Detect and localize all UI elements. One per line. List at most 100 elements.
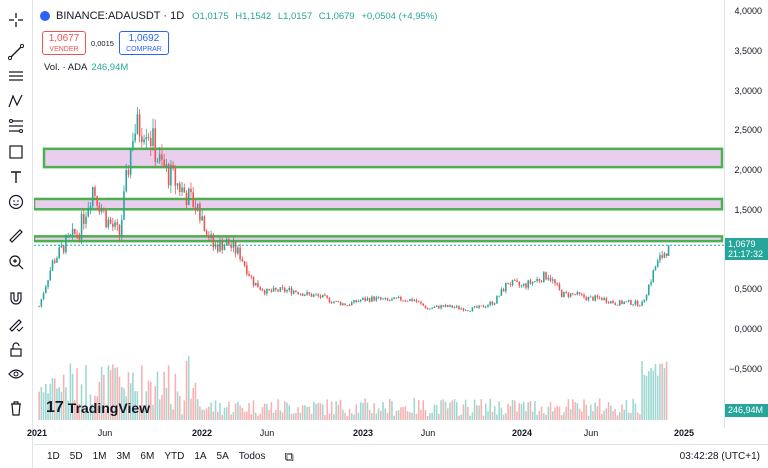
candle-body bbox=[576, 292, 579, 295]
candle-body bbox=[94, 187, 96, 196]
zoom-in-icon[interactable] bbox=[4, 250, 28, 274]
range-button-5d[interactable]: 5D bbox=[69, 451, 83, 462]
price-chart[interactable] bbox=[34, 0, 724, 428]
chart-canvas[interactable] bbox=[34, 0, 724, 428]
volume-bar bbox=[623, 409, 626, 420]
candle-body bbox=[216, 244, 219, 252]
candle-body bbox=[462, 308, 465, 311]
price-tick: 3,5000 bbox=[734, 45, 762, 56]
volume-bar bbox=[100, 366, 103, 420]
calendar-icon[interactable]: ⧉ bbox=[284, 448, 294, 464]
volume-bar bbox=[74, 399, 76, 420]
candle-body bbox=[228, 239, 230, 246]
candle-body bbox=[304, 294, 306, 296]
volume-bar bbox=[228, 401, 230, 420]
candle-body bbox=[248, 274, 250, 276]
crosshair-icon[interactable] bbox=[4, 8, 28, 32]
volume-bar bbox=[663, 368, 666, 420]
price-scale[interactable]: 4,00003,50003,00002,50002,00001,50001,00… bbox=[724, 0, 768, 428]
sell-button[interactable]: 1,0677 VENDER bbox=[42, 31, 86, 55]
volume-bar bbox=[268, 410, 270, 420]
lock-drawings-icon[interactable] bbox=[4, 312, 28, 336]
range-button-ytd[interactable]: YTD bbox=[164, 451, 185, 462]
volume-bar bbox=[120, 386, 123, 420]
range-button-5a[interactable]: 5A bbox=[216, 451, 229, 462]
volume-bar bbox=[330, 401, 333, 420]
range-button-1m[interactable]: 1M bbox=[92, 451, 107, 462]
fib-icon[interactable] bbox=[4, 114, 28, 138]
candle-body bbox=[156, 161, 159, 162]
candle-body bbox=[509, 284, 512, 286]
buy-button[interactable]: 1,0692 COMPRAR bbox=[118, 31, 169, 55]
volume-bar bbox=[377, 408, 380, 420]
pattern-icon[interactable] bbox=[4, 89, 28, 113]
ruler-icon[interactable] bbox=[4, 224, 28, 248]
volume-bar bbox=[275, 409, 277, 420]
candle-body bbox=[442, 305, 445, 307]
candle-body bbox=[143, 139, 145, 143]
candle-body bbox=[254, 282, 257, 286]
resistance-zone[interactable] bbox=[34, 197, 724, 211]
candle-body bbox=[174, 168, 177, 186]
candle-body bbox=[277, 289, 279, 292]
candle-body bbox=[467, 310, 469, 312]
volume-bar bbox=[185, 360, 188, 420]
volume-legend[interactable]: Vol. · ADA 246,94M bbox=[44, 62, 128, 73]
candle-body bbox=[554, 279, 556, 284]
candle-body bbox=[53, 260, 56, 263]
trend-line-icon[interactable] bbox=[4, 40, 28, 64]
volume-bar bbox=[239, 405, 241, 420]
horizontal-lines-icon[interactable] bbox=[4, 64, 28, 88]
volume-bar bbox=[116, 367, 119, 420]
text-icon[interactable] bbox=[4, 165, 28, 189]
range-button-todos[interactable]: Todos bbox=[238, 451, 266, 462]
candle-body bbox=[80, 214, 83, 240]
resistance-zone[interactable] bbox=[34, 235, 724, 243]
volume-bar bbox=[409, 412, 411, 420]
candle-body bbox=[563, 291, 565, 298]
resistance-zone[interactable] bbox=[42, 147, 724, 169]
eye-icon[interactable] bbox=[4, 362, 28, 386]
candle-body bbox=[482, 305, 485, 308]
candle-body bbox=[286, 290, 288, 292]
clock[interactable]: 03:42:28 (UTC+1) bbox=[679, 451, 760, 462]
volume-bar bbox=[149, 381, 152, 420]
candle-body bbox=[659, 255, 661, 261]
candle-body bbox=[648, 284, 650, 295]
candle-body bbox=[565, 291, 567, 293]
magnet-icon[interactable] bbox=[4, 286, 28, 310]
volume-bar bbox=[145, 391, 148, 420]
volume-bar bbox=[40, 386, 43, 420]
range-button-6m[interactable]: 6M bbox=[140, 451, 155, 462]
candle-body bbox=[103, 209, 105, 211]
range-button-1a[interactable]: 1A bbox=[194, 451, 207, 462]
candle-body bbox=[610, 301, 612, 304]
candle-body bbox=[603, 298, 605, 301]
candle-body bbox=[569, 293, 572, 297]
candle-body bbox=[98, 205, 101, 212]
volume-bar bbox=[67, 400, 69, 420]
candle-body bbox=[375, 297, 378, 301]
candle-body bbox=[123, 191, 125, 220]
time-tick: 2021 bbox=[26, 428, 48, 438]
range-button-3m[interactable]: 3M bbox=[116, 451, 131, 462]
volume-bar bbox=[420, 409, 422, 420]
volume-bar bbox=[82, 410, 85, 420]
volume-bar bbox=[444, 401, 447, 420]
trash-icon[interactable] bbox=[4, 396, 28, 420]
range-button-1d[interactable]: 1D bbox=[47, 451, 60, 462]
volume-bar bbox=[263, 403, 266, 420]
volume-bar bbox=[355, 404, 358, 420]
candle-body bbox=[163, 159, 165, 167]
rectangle-icon[interactable] bbox=[4, 140, 28, 164]
time-axis[interactable]: 2021 Jun 2022 Jun 2023 Jun 2024 Jun 2025 bbox=[27, 428, 724, 440]
lock-icon[interactable] bbox=[4, 338, 28, 362]
emoji-icon[interactable] bbox=[4, 190, 28, 214]
candle-body bbox=[199, 203, 201, 221]
volume-bar bbox=[598, 398, 601, 420]
candle-body bbox=[335, 300, 337, 302]
volume-bar bbox=[621, 404, 623, 420]
volume-bar bbox=[632, 398, 634, 420]
volume-bar bbox=[187, 356, 190, 420]
symbol-title[interactable]: BINANCE:ADAUSDT · 1D bbox=[56, 10, 185, 22]
